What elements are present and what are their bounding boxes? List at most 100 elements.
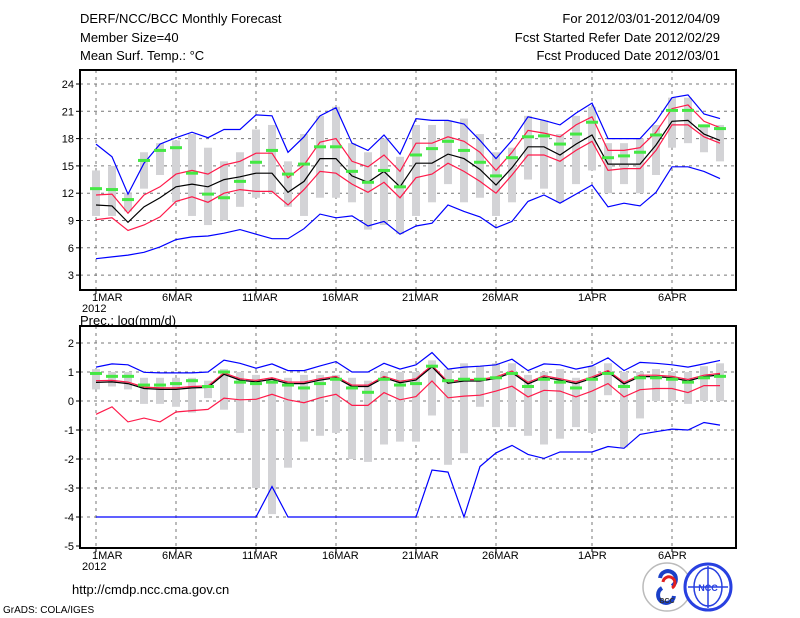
y-tick-label: 21: [62, 106, 74, 118]
median-marker: [410, 153, 422, 157]
x-tick-label: 1MAR: [92, 292, 123, 304]
ensemble-range-bar: [492, 363, 500, 428]
ensemble-range-bar: [108, 372, 116, 387]
median-marker: [426, 364, 438, 368]
median-marker: [106, 374, 118, 378]
ensemble-range-bar: [188, 377, 196, 413]
ensemble-range-bar: [412, 124, 420, 216]
ensemble-range-bar: [716, 363, 724, 401]
median-marker: [346, 386, 358, 390]
x-tick-label: 16MAR: [322, 292, 359, 304]
ensemble-range-bar: [316, 115, 324, 198]
member-size: Member Size=40: [80, 30, 179, 45]
ensemble-range-bar: [540, 372, 548, 445]
median-marker: [122, 374, 134, 378]
median-marker: [154, 148, 166, 152]
plot-frame: [79, 69, 737, 291]
ensemble-range-bar: [236, 372, 244, 433]
temperature-panel: 3 6 9 12 15 18 21 24 1MAR 6MAR 11MAR 16MAR 21MAR 26MA…: [62, 69, 737, 315]
median-marker: [650, 376, 662, 380]
ensemble-range-bar: [604, 363, 612, 396]
ensemble-range-bar: [412, 372, 420, 442]
median-marker: [330, 145, 342, 149]
median-marker: [474, 160, 486, 164]
median-marker: [234, 380, 246, 384]
series-upper-line: [95, 104, 721, 215]
ensemble-range-bar: [492, 152, 500, 216]
median-marker: [586, 120, 598, 124]
x-tick-label: 6MAR: [162, 550, 193, 562]
median-marker: [394, 383, 406, 387]
median-marker: [426, 147, 438, 151]
ensemble-range-bar: [140, 152, 148, 189]
plot-frame: [79, 325, 737, 549]
ncc-logo: NCC: [683, 562, 733, 612]
median-marker: [682, 380, 694, 384]
fcst-started-date: Fcst Started Refer Date 2012/02/29: [515, 30, 720, 45]
median-marker: [122, 198, 134, 202]
ensemble-range-bar: [300, 374, 308, 442]
median-marker: [522, 135, 534, 139]
median-marker: [362, 390, 374, 394]
series-mean-line: [95, 119, 721, 224]
ensemble-range-bar: [604, 143, 612, 194]
median-marker: [218, 370, 230, 374]
median-marker: [522, 385, 534, 388]
y-tick-label: -1: [64, 425, 74, 437]
median-marker: [346, 169, 358, 173]
series-upper-line: [95, 364, 721, 389]
median-marker: [266, 148, 278, 152]
ensemble-range-bar: [396, 372, 404, 442]
footer-url[interactable]: http://cmdp.ncc.cma.gov.cn: [72, 582, 229, 597]
ensemble-range-bar: [204, 380, 212, 399]
median-marker: [250, 160, 262, 164]
series-mean-line: [95, 365, 721, 390]
median-marker: [138, 383, 150, 387]
y-tick-label: 15: [62, 161, 74, 173]
ensemble-range-bar: [316, 374, 324, 436]
median-marker: [378, 168, 390, 172]
ensemble-range-bar: [444, 120, 452, 185]
y-tick-label: -2: [64, 454, 74, 466]
median-marker: [506, 371, 518, 375]
median-marker: [314, 145, 326, 149]
ensemble-range-bar: [636, 372, 644, 419]
ensemble-range-bar: [476, 366, 484, 407]
y-tick-label: -4: [64, 512, 74, 524]
ensemble-range-bar: [700, 366, 708, 401]
ensemble-range-bar: [444, 369, 452, 465]
median-marker: [474, 377, 486, 381]
median-marker: [170, 382, 182, 386]
series-max-line: [95, 351, 721, 374]
series-lower-line: [95, 124, 721, 232]
ensemble-range-bar: [380, 372, 388, 445]
x-year-label: 2012: [82, 303, 106, 315]
ensemble-range-bar: [284, 377, 292, 468]
y-tick-label: 3: [68, 270, 74, 282]
bcc-logo-text: BCC: [659, 598, 674, 605]
ensemble-range-bar: [636, 138, 644, 194]
ensemble-range-bar: [364, 152, 372, 230]
ensemble-range-bar: [700, 124, 708, 153]
ensemble-range-bar: [268, 377, 276, 515]
median-marker: [282, 383, 294, 387]
ensemble-range-bar: [588, 106, 596, 171]
ensemble-range-bar: [172, 140, 180, 203]
median-marker: [634, 376, 646, 380]
median-marker: [266, 380, 278, 384]
median-marker: [602, 371, 614, 375]
ensemble-range-bar: [556, 369, 564, 439]
median-marker: [538, 377, 550, 381]
ensemble-range-bar: [524, 374, 532, 436]
median-marker: [714, 127, 726, 131]
ensemble-range-bar: [156, 377, 164, 404]
ensemble-range-bar: [508, 363, 516, 428]
chart-title: DERF/NCC/BCC Monthly Forecast: [80, 11, 282, 26]
ensemble-range-bar: [140, 377, 148, 404]
x-tick-label: 26MAR: [482, 550, 519, 562]
median-marker: [170, 146, 182, 150]
median-marker: [154, 383, 166, 387]
series-min-line: [95, 166, 721, 260]
median-marker: [90, 371, 102, 375]
median-marker: [490, 376, 502, 380]
